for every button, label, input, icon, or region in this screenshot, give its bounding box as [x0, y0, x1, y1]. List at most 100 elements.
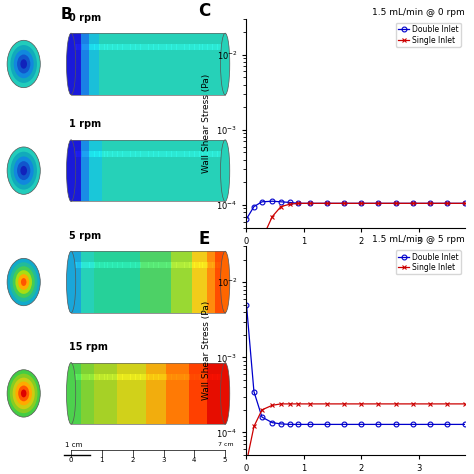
Single Inlet	[410, 401, 416, 407]
Bar	[107, 33, 110, 95]
Bar	[169, 363, 172, 424]
Bar	[82, 33, 84, 95]
Ellipse shape	[15, 382, 32, 405]
Bar	[156, 374, 159, 380]
Bar	[138, 251, 141, 313]
Bar	[102, 251, 105, 313]
Bar	[97, 33, 100, 95]
Bar	[89, 151, 92, 157]
Bar	[171, 374, 174, 380]
Bar	[125, 262, 128, 268]
Bar	[128, 363, 131, 424]
Bar	[138, 140, 141, 201]
Bar	[94, 374, 97, 380]
Bar	[97, 363, 100, 424]
Bar	[161, 44, 164, 50]
Bar	[218, 33, 220, 95]
Bar	[146, 262, 149, 268]
Bar	[202, 44, 205, 50]
Bar	[133, 251, 136, 313]
Bar	[140, 44, 144, 50]
Ellipse shape	[10, 152, 37, 190]
Ellipse shape	[66, 140, 76, 201]
Double Inlet	[269, 199, 275, 204]
Bar	[174, 251, 177, 313]
Bar	[100, 44, 102, 50]
Bar	[197, 374, 200, 380]
Bar	[187, 33, 190, 95]
Bar	[146, 44, 149, 50]
Single Inlet	[462, 201, 467, 206]
Bar	[91, 251, 95, 313]
Bar	[130, 251, 133, 313]
Bar	[156, 33, 159, 95]
Bar	[192, 44, 195, 50]
Bar	[223, 374, 226, 380]
Bar	[71, 151, 74, 157]
Bar	[76, 151, 79, 157]
Double Inlet	[269, 420, 275, 426]
Bar	[128, 374, 131, 380]
Bar	[143, 151, 146, 157]
Bar	[169, 251, 172, 313]
Text: 1 cm: 1 cm	[65, 442, 82, 448]
Bar	[148, 374, 151, 380]
Bar	[179, 251, 182, 313]
Bar	[179, 151, 182, 157]
Bar	[212, 262, 215, 268]
Bar	[79, 140, 82, 201]
Bar	[112, 374, 115, 380]
Bar	[182, 363, 184, 424]
Bar	[128, 44, 131, 50]
Bar	[112, 44, 115, 50]
Bar	[205, 251, 208, 313]
Ellipse shape	[7, 258, 40, 306]
Bar	[94, 151, 97, 157]
Bar	[179, 262, 182, 268]
Bar	[109, 33, 113, 95]
Ellipse shape	[17, 55, 30, 73]
Bar	[220, 363, 223, 424]
Text: B: B	[61, 7, 72, 22]
Bar	[153, 140, 156, 201]
Single Inlet	[269, 402, 275, 408]
Text: 3: 3	[161, 457, 166, 463]
Ellipse shape	[7, 40, 40, 88]
Bar	[125, 251, 128, 313]
Bar	[120, 44, 123, 50]
Bar	[146, 251, 149, 313]
Bar	[122, 140, 126, 201]
Bar	[102, 151, 105, 157]
Bar	[100, 374, 102, 380]
Single Inlet	[259, 407, 265, 413]
Text: C: C	[199, 2, 211, 20]
Bar	[205, 151, 208, 157]
Single Inlet	[462, 401, 467, 407]
Bar	[192, 33, 195, 95]
Bar	[192, 151, 195, 157]
Bar	[115, 363, 118, 424]
Bar	[100, 151, 102, 157]
Bar	[138, 44, 141, 50]
Bar	[117, 251, 120, 313]
Bar	[164, 151, 166, 157]
Bar	[153, 363, 156, 424]
Bar	[202, 262, 205, 268]
Bar	[205, 262, 208, 268]
Bar	[151, 262, 154, 268]
Bar	[200, 363, 202, 424]
Bar	[197, 140, 200, 201]
Bar	[91, 140, 95, 201]
Bar	[202, 251, 205, 313]
Bar	[189, 140, 192, 201]
Bar	[135, 33, 138, 95]
Bar	[76, 33, 79, 95]
Bar	[117, 363, 120, 424]
Bar	[104, 262, 108, 268]
Bar	[148, 140, 151, 201]
Bar	[164, 44, 166, 50]
Bar	[104, 363, 108, 424]
Bar	[153, 33, 156, 95]
Bar	[187, 151, 190, 157]
Bar	[125, 33, 128, 95]
